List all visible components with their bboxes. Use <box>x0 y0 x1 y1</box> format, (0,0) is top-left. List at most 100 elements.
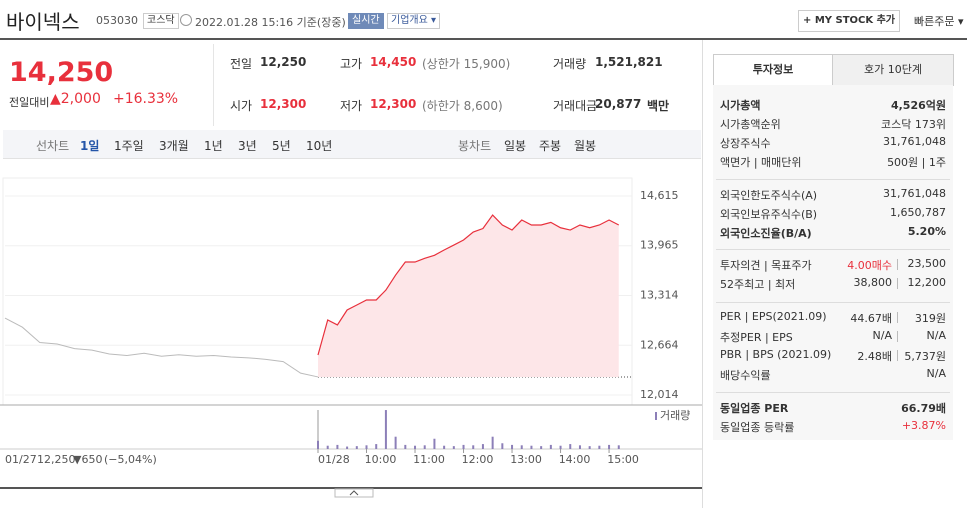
info-value: 4.00매수 <box>847 259 892 272</box>
chart: 14,615 13,965 13,314 12,664 12,014 거래량 01/28 10… <box>0 177 702 498</box>
quick-order[interactable]: 빠른주문 ▾ <box>914 15 964 28</box>
info-tab[interactable]: 호가 10단계 <box>832 54 954 86</box>
volume-bar <box>578 445 581 449</box>
collapse-tab <box>334 488 374 498</box>
info-value: +3.87% <box>901 419 946 432</box>
change: ▲2,000 <box>50 91 101 107</box>
company-info[interactable]: 기업개요 ▾ <box>387 13 441 29</box>
chart-tabs <box>3 130 701 159</box>
mystock-button[interactable]: + MY STOCK 추가 <box>798 10 900 32</box>
summary-label: 전일 <box>230 57 253 71</box>
info-divider <box>897 331 898 342</box>
info-divider <box>897 350 898 361</box>
info-sep <box>716 302 950 303</box>
info-value: 31,761,048 <box>883 187 946 200</box>
info-value: 5.20% <box>907 225 946 238</box>
info-divider <box>897 278 898 289</box>
info-row: 배당수익률 N/A <box>718 367 948 386</box>
y-tick-label: 12,014 <box>640 388 679 401</box>
summary-value: 12,300 <box>260 97 307 111</box>
tab[interactable]: 10년 <box>306 139 333 153</box>
info-row: 동일업종 등락률 +3.87% <box>718 419 948 438</box>
volume-bar <box>491 436 494 449</box>
tab[interactable]: 일봉 <box>504 139 527 153</box>
info-label: 외국인보유주식수(B) <box>720 208 818 221</box>
volume-bar <box>540 446 543 449</box>
y-tick-label: 13,314 <box>640 289 679 302</box>
volume-bar <box>394 436 397 449</box>
info-row: 동일업종 PER 66.79배 <box>718 400 948 419</box>
info-label: 시가총액순위 <box>720 118 781 131</box>
volume-legend <box>655 412 657 420</box>
separator <box>213 44 214 126</box>
stock-code: 053030 <box>96 14 138 27</box>
info-value: 2.48배 <box>857 350 892 363</box>
summary-label: 거래량 <box>553 57 587 71</box>
info-label: 52주최고 | 최저 <box>720 278 796 291</box>
quick-order-text: 빠른주문 <box>914 15 955 28</box>
volume-bar <box>617 445 620 449</box>
info-label: 시가총액 <box>720 99 761 112</box>
info-label: 동일업종 등락률 <box>720 421 795 434</box>
volume-bar <box>608 444 611 449</box>
volume-bar <box>384 410 387 449</box>
info-body <box>713 85 953 440</box>
prev-pct: (−5,04%) <box>104 453 157 466</box>
volume-bar <box>423 445 426 449</box>
tab[interactable]: 1일 <box>80 139 100 153</box>
volume-bar <box>520 445 523 449</box>
change-pct: +16.33% <box>113 91 179 107</box>
info-value: 23,500 <box>907 257 947 270</box>
info-value: N/A <box>872 329 892 342</box>
summary-extra: (하한가 8,600) <box>422 99 503 113</box>
info-value: N/A <box>926 367 946 380</box>
tab-label: 선차트 <box>36 139 70 153</box>
x-tick-label: 13:00 <box>510 453 542 466</box>
summary-value: 12,250 <box>260 55 307 69</box>
summary-extra: 백만 <box>647 99 670 113</box>
tab[interactable]: 1년 <box>204 139 223 153</box>
volume-bar <box>452 446 455 449</box>
summary-label: 고가 <box>340 57 363 71</box>
info-value: 5,737원 <box>904 350 946 363</box>
volume-bar <box>404 444 407 449</box>
info-label: 추정PER | EPS <box>720 331 793 344</box>
volume-bar <box>365 445 368 449</box>
volume-bar <box>511 444 514 449</box>
summary-extra: (상한가 15,900) <box>422 57 511 71</box>
tab[interactable]: 3년 <box>238 139 257 153</box>
change-label: 전일대비 <box>9 96 50 109</box>
volume-bar <box>569 444 572 449</box>
info-value: 1,650,787 <box>890 206 946 219</box>
info-value: 4,526억원 <box>890 99 946 112</box>
volume-bar <box>433 438 436 449</box>
volume-bar <box>481 444 484 449</box>
info-divider <box>897 312 898 323</box>
tab-label: 봉차트 <box>458 139 492 153</box>
market-badge: 코스닥 <box>143 13 179 29</box>
tab[interactable]: 3개월 <box>159 139 189 153</box>
y-tick-label: 14,615 <box>640 189 679 202</box>
info-tab[interactable]: 투자정보 <box>713 54 833 85</box>
info-row: 투자의견 | 목표주가 4.00매수 23,500 <box>718 257 948 276</box>
tab[interactable]: 5년 <box>272 139 291 153</box>
tab[interactable]: 월봉 <box>574 139 597 153</box>
info-row: 시가총액순위 코스닥 173위 <box>718 116 948 135</box>
volume-bar <box>598 445 601 449</box>
info-row: 추정PER | EPS N/A N/A <box>718 329 948 348</box>
info-sep <box>716 249 950 250</box>
volume-bar <box>317 440 319 449</box>
tab[interactable]: 1주일 <box>114 139 144 153</box>
info-sep <box>716 392 950 393</box>
info-row: PER | EPS(2021.09) 44.67배 319원 <box>718 310 948 329</box>
divider <box>0 38 967 40</box>
tab[interactable]: 주봉 <box>539 139 562 153</box>
today-line <box>317 214 620 356</box>
info-divider <box>897 259 898 270</box>
prev-date: 01/27 <box>5 453 37 466</box>
volume-bar <box>443 445 446 449</box>
stock-name: 바이넥스 <box>6 10 80 34</box>
info-value: 66.79배 <box>901 402 946 415</box>
info-row: 외국인보유주식수(B) 1,650,787 <box>718 206 948 225</box>
